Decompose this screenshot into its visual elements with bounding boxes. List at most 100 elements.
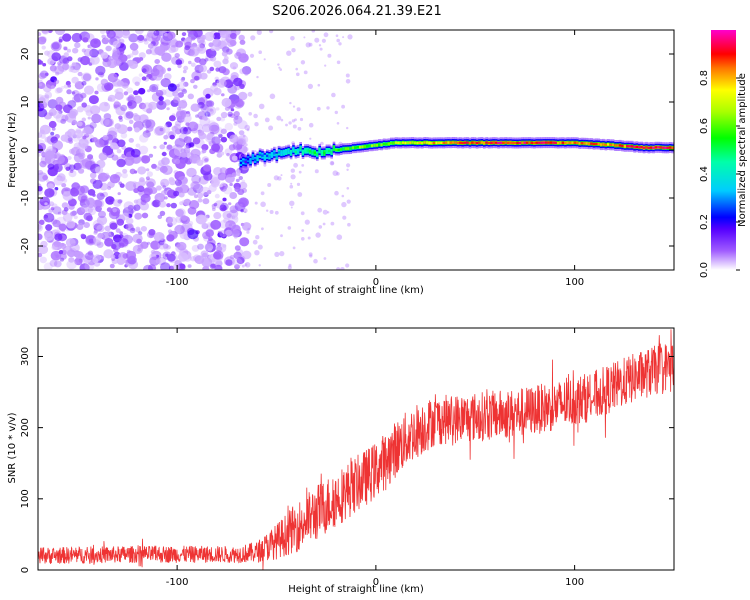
noise-blob (164, 196, 168, 200)
noise-blob (177, 100, 188, 109)
noise-blob (68, 139, 73, 144)
noise-blob (174, 53, 180, 58)
noise-blob (65, 238, 76, 248)
noise-blob (92, 219, 104, 230)
noise-blob (149, 256, 160, 266)
noise-blob (129, 168, 136, 175)
noise-blob (290, 206, 293, 209)
noise-blob (213, 250, 224, 260)
noise-blob (236, 255, 246, 264)
noise-blob (145, 119, 156, 129)
noise-blob (191, 36, 196, 41)
noise-blob (257, 244, 263, 250)
track-core (456, 141, 460, 145)
noise-blob (40, 133, 46, 139)
noise-blob (215, 107, 220, 111)
noise-blob (305, 42, 311, 48)
noise-blob (286, 50, 292, 56)
noise-blob (47, 30, 53, 34)
noise-blob (167, 67, 172, 72)
noise-blob (231, 155, 238, 161)
noise-blob (314, 169, 319, 174)
noise-blob (237, 139, 244, 145)
noise-blob (53, 151, 61, 159)
noise-blob (211, 136, 221, 145)
noise-blob (291, 48, 296, 53)
noise-blob (192, 137, 201, 145)
noise-blob (340, 267, 345, 270)
noise-blob (121, 82, 129, 89)
noise-blob (304, 219, 310, 225)
track-core (318, 149, 321, 152)
noise-blob (308, 252, 313, 257)
noise-blob (122, 168, 128, 174)
noise-blob (252, 239, 258, 245)
noise-blob (269, 210, 274, 214)
noise-blob (89, 55, 100, 65)
noise-blob (162, 251, 172, 260)
noise-blob (83, 48, 93, 57)
noise-blob (110, 254, 116, 259)
track-core (533, 141, 536, 145)
x-tick-label: -100 (166, 577, 189, 588)
track-core (623, 145, 627, 148)
noise-blob (104, 225, 111, 232)
snr-series-line (38, 329, 674, 570)
noise-blob (208, 42, 214, 48)
track-core (401, 141, 405, 144)
noise-blob (112, 208, 117, 213)
track-core (316, 153, 319, 156)
noise-blob (98, 210, 106, 219)
track-core (492, 141, 496, 144)
noise-blob (316, 106, 321, 111)
noise-blob (238, 130, 245, 136)
noise-blob (133, 114, 141, 122)
noise-blob (44, 72, 49, 77)
noise-blob (125, 223, 134, 231)
noise-blob (318, 225, 323, 229)
noise-blob (249, 53, 255, 58)
noise-blob (62, 57, 70, 65)
noise-blob (204, 111, 211, 117)
noise-blob (165, 216, 174, 224)
noise-blob (260, 191, 265, 196)
noise-blob (201, 257, 213, 268)
noise-blob (190, 103, 200, 112)
noise-blob (233, 134, 237, 138)
track-core (308, 150, 312, 153)
noise-blob (205, 214, 210, 219)
noise-blob (52, 140, 63, 151)
noise-blob (341, 194, 345, 198)
noise-blob (345, 73, 350, 78)
noise-blob (145, 178, 156, 188)
noise-blob (132, 49, 139, 56)
noise-blob (129, 42, 139, 51)
noise-blob (162, 126, 170, 133)
y-tick-label: 0 (20, 567, 31, 573)
noise-blob (61, 202, 69, 209)
noise-blob (175, 110, 186, 120)
x-tick-label: 100 (565, 277, 584, 288)
noise-blob (179, 201, 184, 206)
noise-blob (74, 42, 81, 49)
noise-blob (44, 91, 53, 99)
noise-blob (166, 107, 170, 111)
noise-blob (138, 73, 143, 77)
noise-blob (77, 193, 88, 203)
noise-blob (301, 237, 305, 241)
noise-blob (308, 122, 314, 128)
noise-blob (163, 141, 167, 145)
noise-blob (43, 262, 53, 270)
noise-blob (119, 231, 123, 235)
noise-blob (59, 154, 66, 161)
noise-blob (117, 192, 121, 196)
noise-blob (71, 120, 78, 125)
track-core (499, 141, 503, 144)
track-core (647, 146, 651, 150)
noise-blob (292, 105, 296, 108)
noise-blob (138, 87, 146, 95)
track-core (599, 143, 603, 146)
noise-blob (159, 127, 164, 132)
noise-blob (107, 127, 118, 137)
noise-blob (229, 254, 235, 260)
